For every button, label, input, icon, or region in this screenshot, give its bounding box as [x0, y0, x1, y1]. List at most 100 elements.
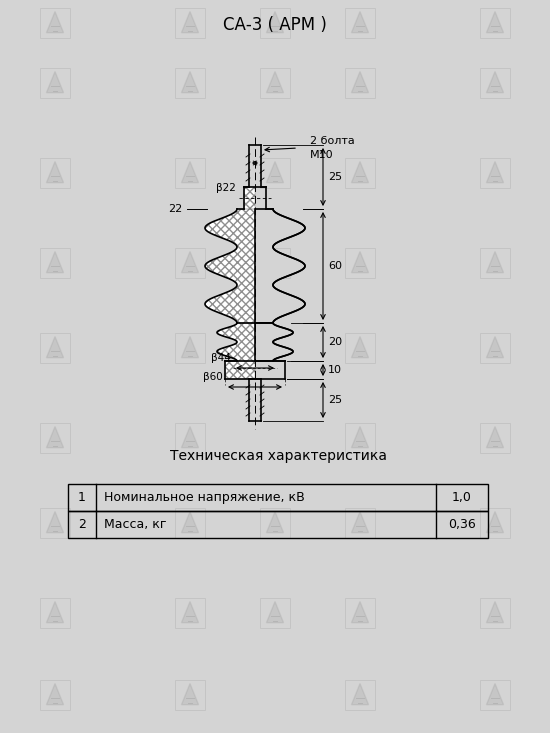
Bar: [175, 508, 205, 538]
Bar: [175, 680, 205, 710]
Text: β22: β22: [216, 183, 236, 193]
Bar: [40, 68, 70, 98]
Text: 2: 2: [78, 518, 86, 531]
Text: Номинальное напряжение, кВ: Номинальное напряжение, кВ: [104, 491, 305, 504]
Text: 0,36: 0,36: [448, 518, 476, 531]
Text: Масса, кг: Масса, кг: [104, 518, 167, 531]
Polygon shape: [182, 251, 199, 273]
Polygon shape: [182, 512, 199, 533]
Polygon shape: [486, 684, 504, 704]
Bar: [480, 508, 510, 538]
Text: 22: 22: [168, 204, 182, 214]
Bar: [260, 8, 290, 38]
Bar: [175, 598, 205, 628]
Polygon shape: [46, 512, 64, 533]
Text: β44: β44: [211, 353, 231, 363]
Bar: [260, 598, 290, 628]
Bar: [40, 423, 70, 453]
Bar: [40, 158, 70, 188]
Bar: [480, 8, 510, 38]
Polygon shape: [351, 684, 368, 704]
Bar: [345, 598, 375, 628]
Bar: [345, 68, 375, 98]
Bar: [175, 8, 205, 38]
Text: 25: 25: [328, 395, 342, 405]
Bar: [260, 158, 290, 188]
Polygon shape: [351, 161, 368, 183]
Polygon shape: [46, 12, 64, 33]
Bar: [40, 680, 70, 710]
Bar: [40, 508, 70, 538]
Bar: [175, 248, 205, 278]
Text: β60: β60: [204, 372, 223, 382]
Polygon shape: [182, 161, 199, 183]
Bar: [480, 158, 510, 188]
Bar: [345, 248, 375, 278]
Text: М10: М10: [310, 150, 334, 160]
Bar: [260, 508, 290, 538]
Polygon shape: [255, 209, 305, 323]
Bar: [480, 598, 510, 628]
Text: 25: 25: [328, 172, 342, 182]
Polygon shape: [266, 72, 284, 92]
Text: Техническая характеристика: Техническая характеристика: [169, 449, 387, 463]
Bar: [480, 423, 510, 453]
Polygon shape: [486, 427, 504, 448]
Polygon shape: [217, 323, 255, 361]
Polygon shape: [351, 72, 368, 92]
Polygon shape: [182, 602, 199, 623]
Bar: [175, 158, 205, 188]
Bar: [345, 158, 375, 188]
Bar: [345, 8, 375, 38]
Bar: [260, 68, 290, 98]
Polygon shape: [255, 323, 293, 361]
Polygon shape: [351, 251, 368, 273]
Bar: [480, 680, 510, 710]
Polygon shape: [351, 12, 368, 33]
Polygon shape: [486, 512, 504, 533]
Polygon shape: [46, 161, 64, 183]
Text: 10: 10: [328, 365, 342, 375]
Bar: [40, 333, 70, 363]
Polygon shape: [225, 361, 255, 379]
Bar: [345, 680, 375, 710]
Bar: [175, 68, 205, 98]
Polygon shape: [486, 72, 504, 92]
Polygon shape: [351, 602, 368, 623]
Bar: [40, 248, 70, 278]
Polygon shape: [46, 427, 64, 448]
Bar: [345, 508, 375, 538]
Text: 20: 20: [328, 337, 342, 347]
Polygon shape: [266, 161, 284, 183]
Polygon shape: [46, 684, 64, 704]
Bar: [260, 248, 290, 278]
Polygon shape: [182, 336, 199, 358]
Polygon shape: [266, 602, 284, 623]
Text: СА-3 ( АРМ ): СА-3 ( АРМ ): [223, 16, 327, 34]
Bar: [480, 333, 510, 363]
Bar: [345, 423, 375, 453]
Bar: [68, 484, 488, 511]
Text: 1,0: 1,0: [452, 491, 472, 504]
Polygon shape: [351, 427, 368, 448]
Polygon shape: [486, 251, 504, 273]
Polygon shape: [182, 427, 199, 448]
Polygon shape: [46, 251, 64, 273]
Bar: [480, 248, 510, 278]
Polygon shape: [205, 209, 255, 323]
Polygon shape: [351, 336, 368, 358]
Bar: [345, 333, 375, 363]
Polygon shape: [244, 187, 255, 209]
Polygon shape: [266, 512, 284, 533]
Polygon shape: [182, 72, 199, 92]
Polygon shape: [46, 72, 64, 92]
Bar: [175, 333, 205, 363]
Polygon shape: [182, 684, 199, 704]
Bar: [175, 423, 205, 453]
Polygon shape: [46, 336, 64, 358]
Bar: [68, 511, 488, 538]
Polygon shape: [266, 12, 284, 33]
Polygon shape: [182, 12, 199, 33]
Polygon shape: [486, 602, 504, 623]
Polygon shape: [486, 336, 504, 358]
